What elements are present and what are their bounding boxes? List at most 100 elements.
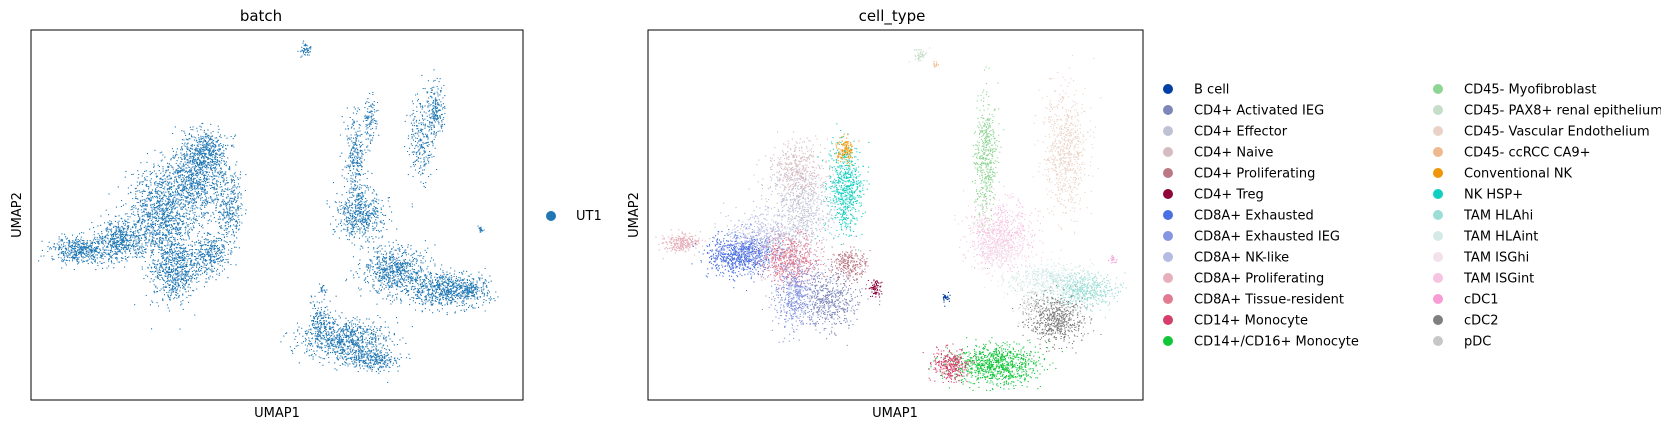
cell-type-title: cell_type [859, 7, 926, 26]
cell-type-point-cluster [691, 223, 784, 292]
cell-type-legend-label: B cell [1194, 83, 1229, 98]
cell-type-legend-label: CD45- PAX8+ renal epithelium [1464, 104, 1661, 119]
batch-legend-marker [546, 211, 556, 221]
cell-type-legend-marker [1433, 273, 1443, 283]
cell-type-point-cluster [942, 291, 951, 307]
batch-ylabel: UMAP2 [10, 192, 25, 238]
cell-type-point-cluster [1107, 254, 1118, 264]
batch-point-cluster [280, 312, 413, 383]
batch-point-cluster [362, 91, 380, 147]
cell-type-legend-label: CD4+ Proliferating [1194, 167, 1315, 182]
cell-type-legend-label: cDC1 [1464, 293, 1499, 308]
cell-type-legend-marker [1433, 315, 1443, 325]
cell-type-point-cluster [972, 232, 1023, 271]
cell-type-legend-label: CD4+ Activated IEG [1194, 104, 1324, 119]
cell-type-point-cluster [933, 60, 939, 68]
cell-type-legend-label: CD8A+ Exhausted [1194, 209, 1314, 224]
cell-type-legend-label: CD45- Myofibroblast [1464, 83, 1596, 98]
cell-type-legend-marker [1163, 189, 1173, 199]
cell-type-point-cluster [928, 337, 1063, 392]
cell-type-legend-marker [1433, 168, 1443, 178]
cell-type-legend-marker [1433, 336, 1443, 346]
cell-type-legend-marker [1433, 84, 1443, 94]
batch-points-layer [38, 40, 499, 383]
cell-type-legend-marker [1433, 231, 1443, 241]
cell-type-panel: cell_type UMAP1 UMAP2 B cell CD4+ Activat… [627, 7, 1661, 421]
cell-type-legend-label: CD14+ Monocyte [1194, 314, 1308, 329]
batch-point-cluster [38, 232, 126, 271]
cell-type-legend-label: CD4+ Treg [1194, 188, 1264, 203]
batch-point-cluster [326, 180, 413, 249]
cell-type-point-cluster [748, 144, 856, 281]
cell-type-legend-marker [1163, 168, 1173, 178]
batch-point-cluster [324, 346, 411, 374]
cell-type-point-cluster [1007, 284, 1053, 324]
cell-type-point-cluster [971, 66, 1005, 269]
cell-type-legend-marker [1433, 294, 1443, 304]
cell-type-legend-marker [1163, 105, 1173, 115]
batch-panel: batch UMAP1 UMAP2 UT1 [10, 7, 602, 421]
batch-point-cluster [345, 228, 456, 311]
cell-type-point-cluster [983, 251, 1112, 304]
batch-point-cluster [440, 267, 499, 316]
cell-type-legend-marker [1433, 210, 1443, 220]
cell-type-points-layer [655, 47, 1127, 392]
batch-point-cluster [211, 135, 247, 279]
cell-type-legend-label: TAM HLAhi [1463, 209, 1533, 224]
cell-type-point-cluster [761, 238, 824, 343]
cell-type-legend-label: cDC2 [1464, 314, 1499, 329]
batch-point-cluster [172, 122, 237, 178]
cell-type-legend-label: CD8A+ Tissue-resident [1194, 293, 1344, 308]
batch-point-cluster [318, 283, 328, 296]
batch-axes-frame [30, 29, 524, 401]
cell-type-legend-label: TAM ISGint [1463, 272, 1534, 287]
cell-type-legend-label: pDC [1464, 335, 1491, 350]
cell-type-legend-label: CD45- Vascular Endothelium [1464, 125, 1650, 140]
batch-xlabel: UMAP1 [254, 406, 300, 421]
cell-type-legend-marker [1163, 294, 1173, 304]
cell-type-legend-label: CD8A+ Proliferating [1194, 272, 1324, 287]
cell-type-point-cluster [1032, 54, 1102, 251]
batch-point-cluster [424, 69, 446, 146]
batch-point-cluster [185, 220, 233, 283]
cell-type-point-cluster [835, 133, 860, 167]
cell-type-legend-label: NK HSP+ [1464, 188, 1523, 203]
cell-type-legend-label: CD14+/CD16+ Monocyte [1194, 335, 1359, 350]
batch-legend-label: UT1 [576, 209, 602, 224]
cell-type-axes-frame [647, 29, 1144, 401]
cell-type-point-cluster [754, 223, 827, 298]
cell-type-point-cluster [753, 131, 834, 230]
batch-point-cluster [297, 40, 312, 58]
cell-type-point-cluster [787, 265, 881, 346]
cell-type-legend-marker [1163, 336, 1173, 346]
cell-type-legend-marker [1163, 231, 1173, 241]
cell-type-legend-marker [1433, 147, 1443, 157]
batch-point-cluster [134, 219, 217, 330]
cell-type-legend-marker [1163, 252, 1173, 262]
cell-type-legend-marker [1433, 126, 1443, 136]
cell-type-legend-marker [1163, 273, 1173, 283]
batch-legend: UT1 [546, 209, 602, 224]
cell-type-point-cluster [655, 229, 711, 260]
cell-type-point-cluster [908, 47, 931, 63]
batch-point-cluster [404, 74, 438, 208]
batch-point-cluster [301, 291, 337, 348]
cell-type-legend-marker [1433, 105, 1443, 115]
cell-type-point-cluster [1012, 284, 1102, 360]
cell-type-legend-label: CD8A+ Exhausted IEG [1194, 230, 1340, 245]
cell-type-legend-label: TAM HLAint [1463, 230, 1538, 245]
cell-type-point-cluster [1034, 265, 1127, 318]
cell-type-legend-label: CD8A+ NK-like [1194, 251, 1289, 266]
cell-type-point-cluster [865, 279, 883, 298]
cell-type-legend-marker [1433, 252, 1443, 262]
cell-type-point-cluster [922, 343, 975, 384]
cell-type-legend-marker [1163, 84, 1173, 94]
cell-type-legend: B cell CD4+ Activated IEG CD4+ Effector CD4… [1163, 83, 1661, 350]
cell-type-legend-marker [1163, 210, 1173, 220]
cell-type-point-cluster [817, 123, 870, 251]
cell-type-legend-marker [1163, 147, 1173, 157]
cell-type-ylabel: UMAP2 [627, 192, 642, 238]
batch-title: batch [240, 7, 282, 25]
cell-type-legend-label: CD4+ Effector [1194, 125, 1288, 140]
